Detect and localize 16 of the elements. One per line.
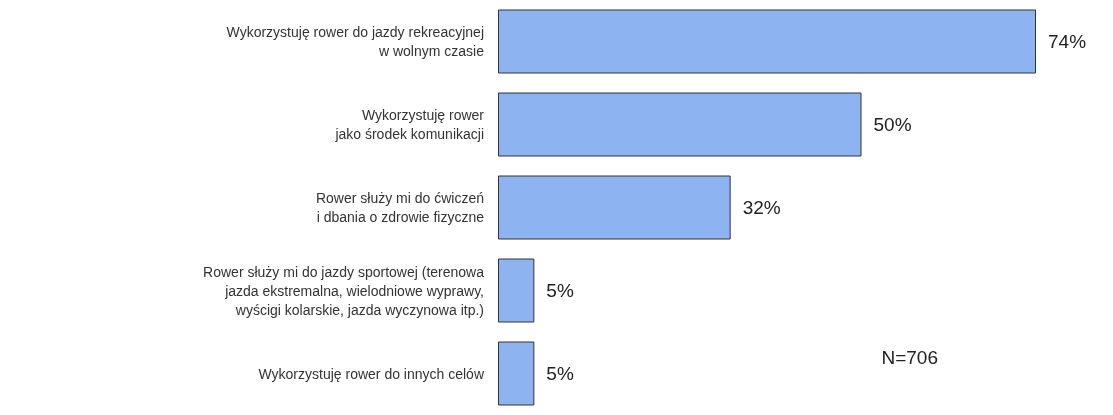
bar	[498, 9, 1036, 74]
annotation: N=706	[881, 347, 939, 368]
data-label: 50%	[873, 114, 912, 135]
y-tick-label: Wykorzystuję rower do innych celów	[258, 365, 485, 382]
data-label: 32%	[742, 197, 781, 218]
bar	[498, 341, 535, 406]
data-label: 5%	[546, 280, 574, 301]
y-tick-label: Wykorzystuję rower do jazdy rekreacyjnej w wolnym czasie	[226, 24, 485, 59]
bar	[498, 258, 535, 323]
y-tick-label: Rower służy mi do jazdy sportowej (terenowa jazda ekstremalna, wielodniowe wyprawy, wyścigi kolarskie, jazda wyczynowa itp.)	[203, 263, 485, 318]
data-label: 74%	[1048, 31, 1087, 52]
y-tick-label: Wykorzystuję rower jako środek komunikacji	[334, 107, 485, 142]
bar	[498, 175, 731, 240]
y-tick-label: Rower służy mi do ćwiczeń i dbania o zdrowie fizyczne	[315, 190, 485, 225]
data-label: 5%	[546, 363, 574, 384]
bar	[498, 92, 862, 157]
